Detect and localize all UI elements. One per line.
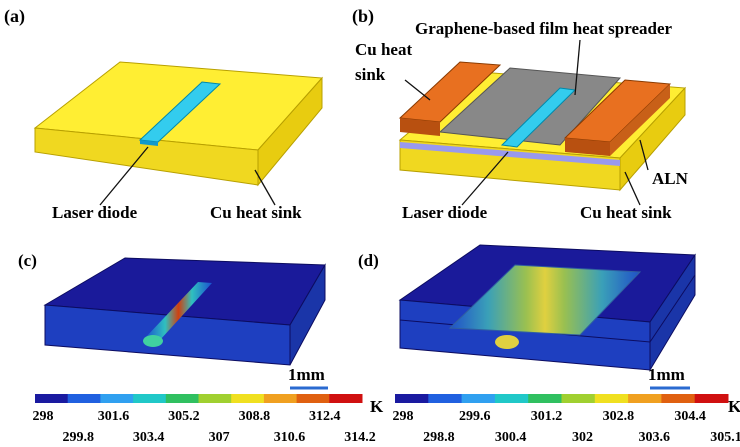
tick-label: 298.8 [423, 430, 455, 445]
tick-label: 301.6 [98, 409, 130, 424]
colorbar-segment [231, 394, 264, 403]
tick-label: 304.4 [674, 409, 706, 424]
unit-label: K [370, 397, 384, 416]
hot-spot [143, 335, 163, 347]
colorbar-segment [166, 394, 199, 403]
tick-label: 310.6 [274, 430, 306, 445]
colorbar: 298 301.6 305.2 308.8 312.4 299.8 303.4 307 310.… [33, 394, 385, 445]
colorbar-segment [495, 394, 529, 403]
annotation: Cu heat sink [210, 203, 302, 222]
colorbar-segment [428, 394, 462, 403]
tick-label: 302.8 [603, 409, 635, 424]
tick-label: 307 [209, 430, 230, 445]
annotation: ALN [652, 169, 689, 188]
tick-label: 305.1 [710, 430, 740, 445]
tick-label: 301.2 [531, 409, 563, 424]
tick-label: 312.4 [309, 409, 341, 424]
colorbar-segment [264, 394, 297, 403]
tick-label: 298 [33, 409, 54, 424]
hot-spot [495, 335, 519, 349]
leader [625, 172, 640, 205]
tick-label: 303.6 [638, 430, 670, 445]
scale-label: 1mm [288, 365, 325, 384]
tick-label: 308.8 [239, 409, 271, 424]
colorbar-segment [661, 394, 695, 403]
panel-c: (c) 1mm [18, 251, 328, 388]
colorbar-segment [695, 394, 729, 403]
colorbar-segment [297, 394, 330, 403]
colorbar-segment [462, 394, 496, 403]
colorbar-segment [395, 394, 429, 403]
annotation: Laser diode [402, 203, 488, 222]
leader [405, 80, 430, 100]
tick-label: 314.2 [344, 430, 376, 445]
colorbar-segment [133, 394, 166, 403]
tick-label: 298 [393, 409, 414, 424]
colorbar-segment [199, 394, 232, 403]
annotation: Graphene-based film heat spreader [415, 19, 672, 38]
panel-d: (d) 1mm [358, 245, 695, 388]
annotation: Laser diode [52, 203, 138, 222]
colorbar-segment [562, 394, 596, 403]
annotation: sink [355, 65, 386, 84]
annotation: Cu heat [355, 40, 412, 59]
panel-a: (a) Laser diode Cu heat sink [4, 6, 322, 222]
colorbar-segment [528, 394, 562, 403]
colorbar-segment [100, 394, 133, 403]
colorbar: 298 299.6 301.2 302.8 304.4 298.8 300.4 302 303.… [393, 394, 740, 445]
colorbar-segment [68, 394, 101, 403]
colorbar-segment [329, 394, 362, 403]
panel-label: (b) [352, 6, 374, 27]
panel-label: (a) [4, 6, 25, 27]
tick-label: 299.8 [62, 430, 94, 445]
scale-label: 1mm [648, 365, 685, 384]
colorbar-segment [628, 394, 662, 403]
panel-b: (b) Graphene-based film heat spreader Cu… [352, 6, 689, 222]
colorbar-segment [35, 394, 68, 403]
figure: (a) Laser diode Cu heat sink (b) Graphen… [0, 0, 740, 447]
colorbar-segment [595, 394, 629, 403]
tick-label: 300.4 [495, 430, 527, 445]
tick-label: 302 [572, 430, 593, 445]
annotation: Cu heat sink [580, 203, 672, 222]
tick-label: 303.4 [133, 430, 165, 445]
tick-label: 299.6 [459, 409, 491, 424]
panel-label: (c) [18, 251, 37, 270]
tick-label: 305.2 [168, 409, 200, 424]
panel-label: (d) [358, 251, 379, 270]
unit-label: K [728, 397, 740, 416]
